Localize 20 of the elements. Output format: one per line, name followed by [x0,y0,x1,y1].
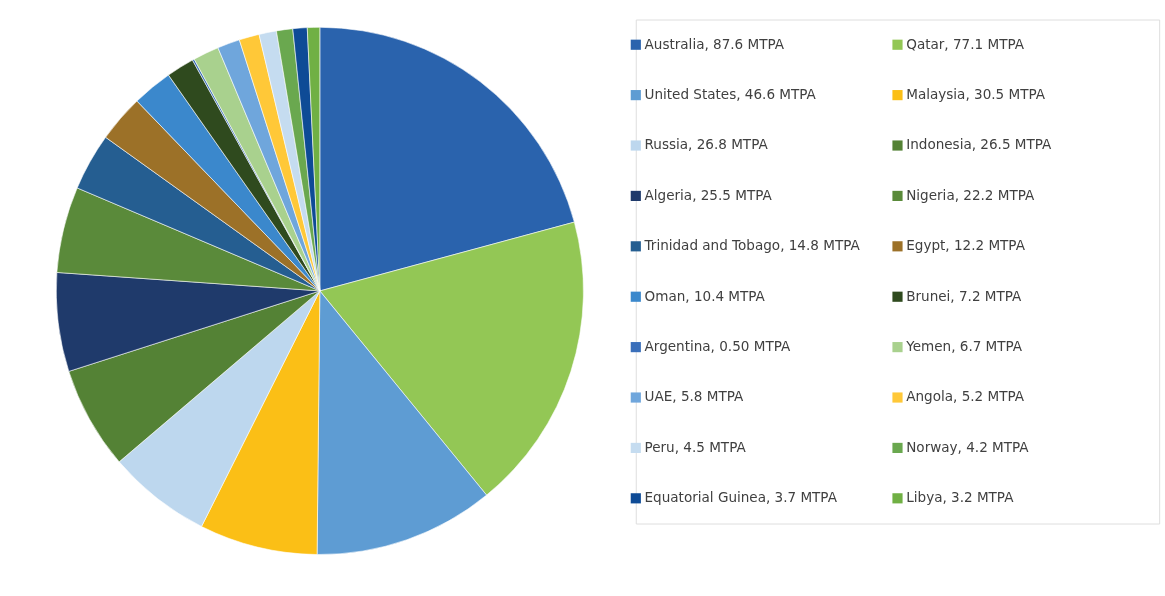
legend-label: Oman, 10.4 MTPA [644,287,766,304]
legend-label: Peru, 4.5 MTPA [644,438,747,455]
legend-label: Russia, 26.8 MTPA [644,136,769,153]
legend-label: Indonesia, 26.5 MTPA [906,136,1053,153]
legend-label: Malaysia, 30.5 MTPA [906,86,1046,102]
legend-label: Algeria, 25.5 MTPA [644,186,773,203]
legend-label: Angola, 5.2 MTPA [906,388,1025,405]
legend-label: Qatar, 77.1 MTPA [906,35,1025,52]
legend-label: UAE, 5.8 MTPA [644,388,744,405]
legend-label: Yemen, 6.7 MTPA [905,338,1023,354]
legend-label: Norway, 4.2 MTPA [906,438,1030,455]
legend-label: Egypt, 12.2 MTPA [906,237,1026,254]
legend-label: Australia, 87.6 MTPA [644,35,785,52]
legend-label: Argentina, 0.50 MTPA [644,338,791,354]
legend-label: Trinidad and Tobago, 14.8 MTPA [643,237,861,254]
legend-label: Equatorial Guinea, 3.7 MTPA [644,489,838,506]
legend-label: United States, 46.6 MTPA [644,86,817,102]
legend-label: Libya, 3.2 MTPA [906,489,1015,506]
legend-label: Nigeria, 22.2 MTPA [906,186,1036,203]
legend-label: Brunei, 7.2 MTPA [906,287,1023,304]
